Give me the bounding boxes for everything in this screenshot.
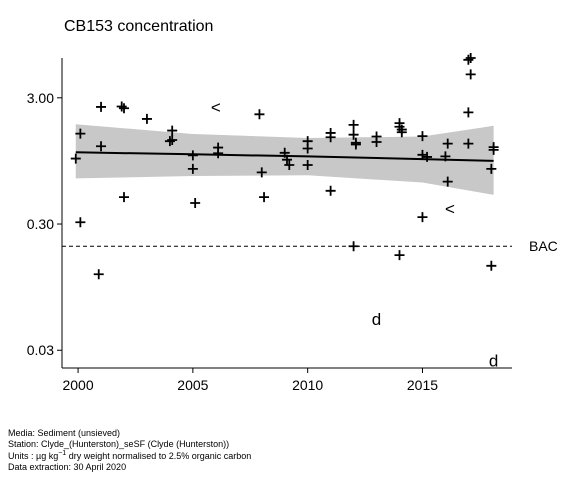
- data-point: [118, 103, 129, 114]
- data-point: [187, 163, 198, 174]
- data-point: [256, 167, 267, 178]
- axes-layer: 0.03 0.30 3.00 2000 2005 2010 2015: [27, 58, 512, 393]
- chart-title: CB153 concentration: [64, 18, 214, 35]
- data-point: [348, 129, 359, 140]
- data-point: [75, 217, 86, 228]
- data-point: [96, 101, 107, 112]
- data-point: [325, 132, 336, 143]
- data-points-layer: < < d d: [70, 53, 499, 370]
- data-point: [259, 192, 270, 203]
- data-point: [96, 141, 107, 152]
- data-point: [190, 198, 201, 209]
- chart-plot: BAC < < d d 0.03 0.30 3.00 2000 2005 2010 2015: [27, 53, 558, 393]
- x-tick-label: 2010: [292, 377, 323, 393]
- data-point: [167, 125, 178, 136]
- data-point: [486, 163, 497, 174]
- data-point: [463, 107, 474, 118]
- data-point: [417, 149, 428, 160]
- less-than-point: <: [211, 98, 221, 117]
- footer-station: Station: Clyde_(Hunterston)_seSF (Clyde …: [8, 438, 230, 449]
- data-point: [348, 241, 359, 252]
- data-point: [254, 109, 265, 120]
- data-point: [465, 53, 476, 63]
- reference-line-layer: BAC: [62, 238, 558, 254]
- data-point: [302, 143, 313, 154]
- data-point: [141, 113, 152, 124]
- y-tick-label: 0.30: [27, 216, 54, 232]
- data-point: [422, 151, 433, 162]
- data-point: [417, 131, 428, 142]
- data-point: [325, 185, 336, 196]
- data-point: [70, 153, 81, 164]
- x-tick-label: 2000: [62, 377, 93, 393]
- data-point: [167, 134, 178, 145]
- d-point: d: [489, 351, 498, 370]
- footer-units: Units : µg kg−1 dry weight normalised to…: [8, 449, 251, 462]
- data-point: [284, 160, 295, 171]
- data-point: [371, 136, 382, 147]
- data-point: [396, 127, 407, 138]
- data-point: [465, 69, 476, 80]
- footer-units-suffix: dry weight normalised to 2.5% organic ca…: [66, 451, 252, 461]
- data-point: [486, 260, 497, 271]
- bac-label: BAC: [529, 238, 558, 254]
- data-point: [488, 144, 499, 155]
- data-point: [442, 176, 453, 187]
- footer-extraction: Data extraction: 30 April 2020: [8, 461, 127, 472]
- less-than-point: <: [445, 200, 455, 219]
- chart-footer: Media: Sediment (unsieved) Station: Clyd…: [8, 428, 251, 472]
- x-tick-label: 2015: [407, 377, 438, 393]
- data-point: [118, 192, 129, 203]
- data-point: [463, 138, 474, 149]
- footer-units-prefix: Units : µg kg: [8, 451, 59, 461]
- data-point: [213, 148, 224, 159]
- data-point: [282, 154, 292, 165]
- footer-media: Media: Sediment (unsieved): [8, 428, 121, 438]
- data-point: [93, 269, 104, 280]
- data-point: [442, 138, 453, 149]
- data-point: [463, 54, 474, 65]
- data-point: [440, 151, 451, 162]
- data-point: [116, 101, 127, 112]
- data-point: [350, 139, 361, 150]
- data-point: [417, 212, 428, 223]
- data-point: [279, 147, 290, 158]
- data-point: [348, 119, 359, 130]
- data-point: [75, 128, 86, 139]
- data-point: [394, 250, 405, 261]
- y-tick-label: 3.00: [27, 90, 54, 106]
- y-tick-label: 0.03: [27, 342, 54, 358]
- d-point: d: [372, 310, 381, 329]
- x-tick-label: 2005: [177, 377, 208, 393]
- footer-units-exponent: −1: [58, 450, 67, 457]
- data-point: [302, 160, 313, 171]
- data-point: [164, 136, 175, 147]
- data-point: [187, 150, 198, 161]
